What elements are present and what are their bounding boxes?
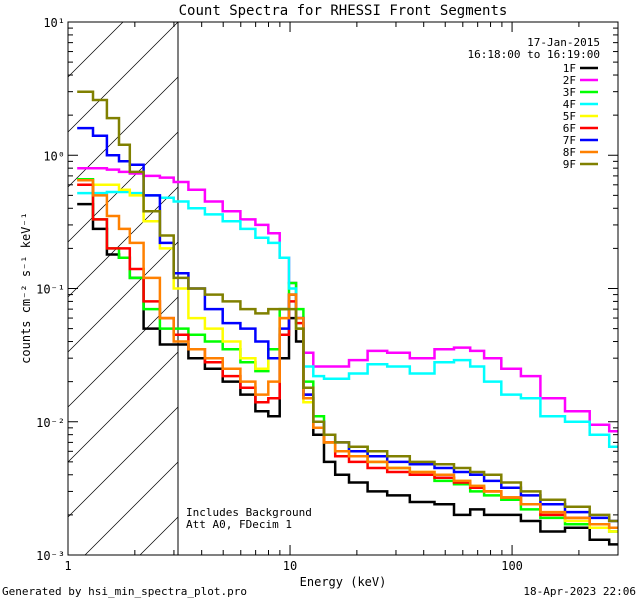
legend-label-4F: 4F [563, 98, 576, 111]
y-tick-label: 10⁰ [43, 149, 65, 163]
hatch-line [68, 76, 178, 188]
hatch-line [84, 461, 178, 555]
timestamp-label: 18-Apr-2023 22:06 [523, 585, 636, 598]
x-tick-label: 10 [283, 559, 297, 573]
legend-label-7F: 7F [563, 134, 576, 147]
legend-label-5F: 5F [563, 110, 576, 123]
hatch-line [68, 22, 178, 133]
annotation-background: Includes Background [186, 506, 312, 519]
y-tick-label: 10⁻² [36, 416, 65, 430]
series-layer [77, 90, 618, 546]
hatch-line [68, 406, 178, 518]
y-axis-label: counts cm⁻² s⁻¹ keV⁻¹ [19, 212, 33, 364]
series-8F-line [77, 178, 618, 530]
series-4F-line [77, 190, 618, 448]
generator-label: Generated by hsi_min_spectra_plot.pro [2, 585, 247, 598]
x-axis-label: Energy (keV) [300, 575, 387, 589]
legend-label-8F: 8F [563, 146, 576, 159]
y-tick-label: 10⁻³ [36, 549, 65, 563]
hatch-line [68, 241, 178, 353]
y-tick-label: 10¹ [43, 16, 65, 30]
legend-label-9F: 9F [563, 158, 576, 171]
legend-label-2F: 2F [563, 74, 576, 87]
axis-ticks: 1 10 100 10⁻³ 10⁻² 10⁻¹ 10⁰ 10¹ [36, 16, 619, 573]
y-tick-label: 10⁻¹ [36, 283, 65, 297]
series-9F-line [77, 90, 618, 523]
time-range-label: 16:18:00 to 16:19:00 [468, 48, 600, 61]
legend-label-6F: 6F [563, 122, 576, 135]
x-tick-label: 1 [64, 559, 71, 573]
x-tick-label: 100 [501, 559, 523, 573]
legend-label-3F: 3F [563, 86, 576, 99]
date-label: 17-Jan-2015 [527, 36, 600, 49]
chart-title: Count Spectra for RHESSI Front Segments [179, 3, 508, 19]
annotation-attenuator: Att A0, FDecim 1 [186, 518, 292, 531]
legend-label-1F: 1F [563, 62, 576, 75]
